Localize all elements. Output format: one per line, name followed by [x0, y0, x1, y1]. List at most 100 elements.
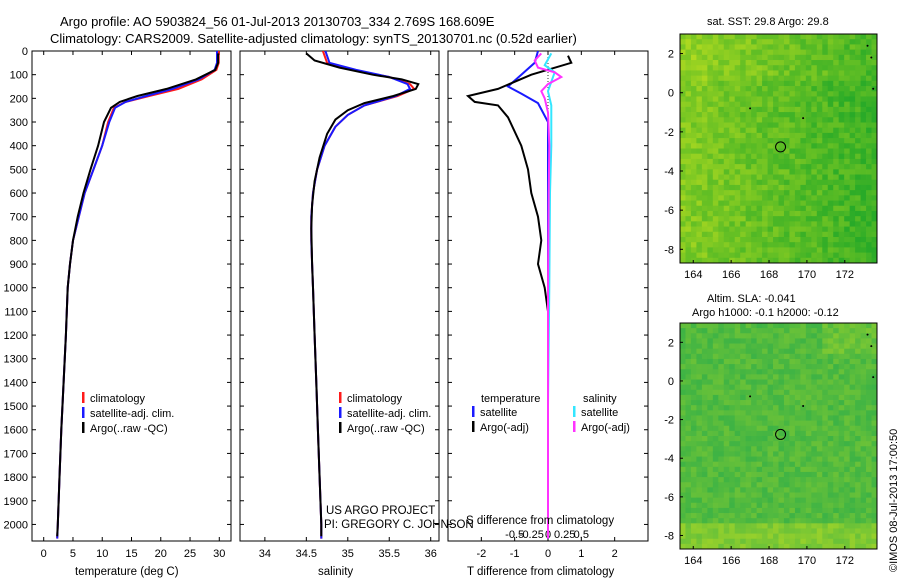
map-cell	[811, 44, 818, 51]
map-cell	[734, 430, 741, 437]
map-cell	[833, 441, 840, 447]
map-cell	[800, 143, 807, 149]
map-cell	[794, 523, 801, 529]
map-cell	[778, 60, 785, 66]
map-cell	[773, 538, 779, 545]
map-cell	[794, 216, 801, 222]
map-cell	[838, 174, 845, 181]
map-cell	[800, 190, 807, 196]
map-cell	[866, 353, 872, 360]
map-cell	[816, 451, 823, 457]
map-cell	[827, 492, 834, 499]
map-cell	[756, 75, 763, 82]
map-cell	[866, 497, 872, 504]
temperature-axis-label: temperature (deg C)	[75, 566, 179, 578]
map-cell	[734, 34, 741, 40]
map-cell	[805, 247, 812, 253]
map-cell	[860, 477, 867, 483]
map-cell	[690, 195, 697, 201]
map-cell	[718, 533, 725, 540]
map-cell	[805, 80, 812, 87]
map-cell	[778, 436, 785, 442]
map-cell	[844, 358, 851, 365]
map-cell	[805, 456, 812, 463]
map-cell	[800, 405, 807, 411]
map-cell	[866, 451, 872, 457]
map-cell	[789, 195, 796, 201]
map-cell	[685, 410, 692, 416]
map-cell	[816, 257, 823, 264]
map-cell	[680, 507, 686, 514]
map-cell	[767, 179, 774, 186]
map-cell	[871, 169, 878, 175]
map-cell	[718, 358, 725, 365]
map-cell	[778, 148, 785, 155]
map-cell	[767, 328, 774, 334]
map-x-tick-label: 168	[760, 555, 778, 567]
map-cell	[690, 333, 697, 339]
map-cell	[690, 80, 697, 87]
map-cell	[811, 358, 818, 365]
map-cell	[729, 410, 736, 416]
map-cell	[833, 528, 840, 534]
map-cell	[745, 405, 752, 411]
map-cell	[729, 216, 736, 222]
map-cell	[789, 101, 796, 108]
map-cell	[800, 127, 807, 134]
map-cell	[773, 471, 779, 478]
differences-series-3	[533, 52, 564, 539]
map-cell	[701, 513, 708, 519]
map-cell	[805, 49, 812, 56]
map-cell	[849, 127, 856, 134]
map-cell	[860, 70, 867, 77]
map-cell	[712, 231, 719, 238]
map-cell	[729, 158, 736, 165]
profile-lines	[56, 51, 573, 539]
map-cell	[756, 153, 763, 160]
map-cell	[844, 487, 851, 493]
map-cell	[800, 106, 807, 113]
map-cell	[805, 200, 812, 207]
map-cell	[680, 106, 686, 113]
map-cell	[789, 364, 796, 370]
map-cell	[816, 39, 823, 45]
map-cell	[833, 323, 840, 329]
map-cell	[718, 184, 725, 191]
map-cell	[866, 487, 872, 493]
map-cell	[723, 54, 730, 61]
map-cell	[718, 117, 725, 123]
map-cell	[751, 369, 758, 375]
map-cell	[827, 415, 834, 421]
map-cell	[838, 49, 845, 56]
map-cell	[718, 323, 725, 329]
map-cell	[871, 39, 878, 45]
map-cell	[855, 507, 861, 514]
map-cell	[778, 410, 785, 416]
map-cell	[767, 86, 774, 92]
map-cell	[844, 502, 851, 509]
map-cell	[745, 174, 752, 181]
map-cell	[745, 143, 752, 149]
map-cell	[871, 477, 878, 483]
map-cell	[789, 461, 796, 468]
map-cell	[860, 436, 867, 442]
map-cell	[729, 44, 736, 51]
map-cell	[827, 44, 834, 51]
map-cell	[745, 400, 752, 406]
map-cell	[712, 65, 719, 71]
map-cell	[844, 533, 851, 540]
map-cell	[756, 205, 763, 212]
map-cell	[707, 492, 714, 499]
map-cell	[734, 86, 741, 92]
map-cell	[762, 456, 768, 463]
salinity-axis-label: salinity	[318, 566, 353, 578]
map-cell	[712, 507, 719, 514]
map-cell	[745, 44, 752, 51]
map-cell	[718, 122, 725, 129]
map-cell	[707, 257, 714, 264]
map-cell	[783, 461, 790, 468]
map-cell	[762, 242, 768, 248]
map-cell	[680, 242, 686, 248]
map-cell	[734, 70, 741, 77]
island-marker	[749, 107, 752, 110]
